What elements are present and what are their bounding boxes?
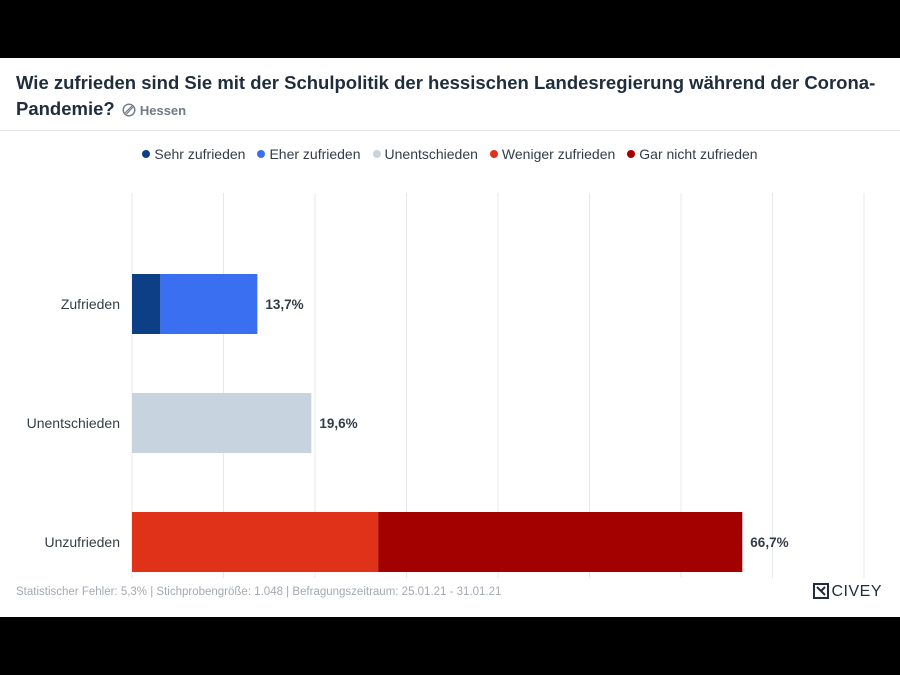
- bar-total-label: 13,7%: [265, 297, 303, 312]
- bar-chart: 0%10%20%30%40%50%60%70%80%Zufrieden13,7%…: [27, 193, 865, 578]
- bar-segment: [378, 512, 743, 572]
- category-label: Unzufrieden: [45, 534, 121, 550]
- bar-segment: [132, 274, 161, 334]
- region-label: Hessen: [139, 103, 187, 118]
- legend-dot: [257, 150, 266, 158]
- legend-label: Weniger zufrieden: [501, 146, 616, 162]
- footer-info: Statistischer Fehler: 5,3% | Stichproben…: [16, 586, 502, 598]
- legend-dot: [627, 150, 636, 158]
- chart-card: Wie zufrieden sind Sie mit der Schulpoli…: [0, 58, 900, 617]
- brand-name: CIVEY: [831, 583, 882, 600]
- chart-title: Wie zufrieden sind Sie mit der Schulpoli…: [16, 70, 876, 124]
- legend-item: Eher zufrieden: [257, 146, 361, 162]
- bar-segment: [132, 393, 312, 453]
- question-text: Wie zufrieden sind Sie mit der Schulpoli…: [16, 72, 876, 119]
- civey-logo-icon: [813, 583, 830, 599]
- legend-item: Unentschieden: [372, 146, 478, 162]
- header-divider: [0, 130, 900, 131]
- brand-logo: CIVEY: [813, 583, 882, 601]
- legend: Sehr zufrieden Eher zufrieden Unentschiede…: [0, 146, 900, 162]
- category-label: Unentschieden: [27, 415, 120, 431]
- legend-item: Gar nicht zufrieden: [627, 146, 758, 162]
- bar-segment: [160, 274, 258, 334]
- legend-item: Sehr zufrieden: [142, 146, 245, 162]
- legend-item: Weniger zufrieden: [489, 146, 616, 162]
- legend-label: Sehr zufrieden: [154, 146, 246, 162]
- bar-total-label: 19,6%: [319, 416, 357, 431]
- legend-label: Unentschieden: [384, 146, 478, 162]
- bar-total-label: 66,7%: [750, 535, 788, 550]
- legend-dot: [489, 150, 498, 158]
- legend-dot: [372, 150, 381, 158]
- bar-segment: [132, 512, 379, 572]
- location-icon: [122, 103, 136, 117]
- category-label: Zufrieden: [61, 296, 120, 312]
- legend-label: Gar nicht zufrieden: [639, 146, 758, 162]
- legend-dot: [142, 150, 151, 158]
- legend-label: Eher zufrieden: [269, 146, 361, 162]
